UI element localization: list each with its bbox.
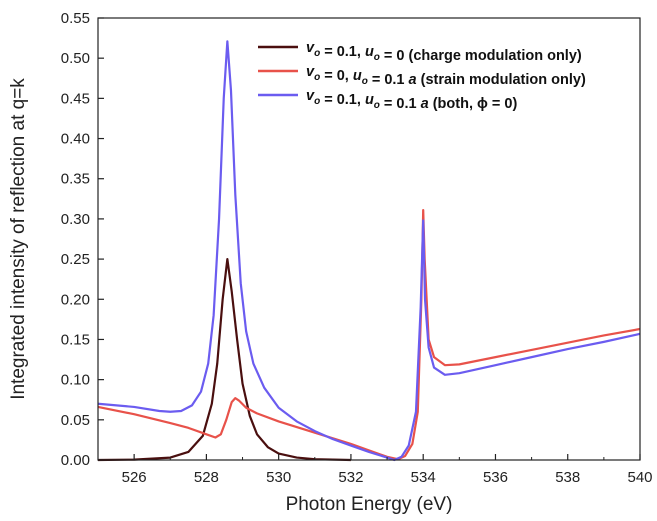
legend-part: u	[353, 68, 362, 84]
legend-part: o	[374, 52, 380, 63]
legend-part: = 0.1	[368, 72, 409, 88]
y-tick-label: 0.40	[61, 131, 90, 148]
legend-part: o	[362, 76, 368, 87]
legend: vo = 0.1, uo = 0 (charge modulation only…	[258, 40, 586, 112]
legend-part: v	[306, 88, 315, 104]
legend-part: o	[314, 72, 320, 83]
legend-part: (strain modulation only)	[417, 72, 586, 88]
legend-part: o	[374, 100, 380, 111]
legend-part: a	[421, 96, 429, 112]
y-tick-label: 0.15	[61, 331, 90, 348]
legend-part: u	[365, 44, 374, 60]
series-line-2	[97, 40, 641, 462]
y-tick-label: 0.45	[61, 90, 90, 107]
x-axis-title: Photon Energy (eV)	[286, 494, 453, 515]
legend-part: (both, ϕ = 0)	[429, 96, 518, 112]
legend-part: o	[314, 96, 320, 107]
legend-part: v	[306, 40, 315, 56]
legend-label-1: vo = 0, uo = 0.1 a (strain modulation on…	[306, 64, 586, 88]
y-tick-label: 0.50	[61, 50, 90, 67]
legend-part: v	[306, 64, 315, 80]
plot-lines	[97, 40, 641, 462]
axis-ticks: 526 528 530 532 534 536 538 540 0.00 0.05 0.10 0.15…	[61, 10, 653, 486]
plot-frame	[97, 17, 641, 461]
legend-part: = 0,	[320, 68, 353, 84]
x-tick-label: 526	[122, 469, 147, 486]
legend-part: u	[365, 92, 374, 108]
series-line-1	[97, 208, 641, 461]
legend-label-2: vo = 0.1, uo = 0.1 a (both, ϕ = 0)	[306, 88, 517, 112]
x-tick-label: 532	[338, 469, 363, 486]
x-tick-label: 530	[266, 469, 291, 486]
legend-part: = 0.1	[380, 96, 421, 112]
legend-part: = 0.1,	[320, 92, 365, 108]
y-tick-label: 0.20	[61, 291, 90, 308]
y-tick-label: 0.00	[61, 452, 90, 469]
x-tick-label: 534	[411, 469, 436, 486]
legend-part: = 0	[380, 48, 405, 64]
y-tick-label: 0.30	[61, 211, 90, 228]
x-tick-label: 538	[555, 469, 580, 486]
x-tick-label: 528	[194, 469, 219, 486]
y-tick-label: 0.35	[61, 171, 90, 188]
y-tick-label: 0.05	[61, 412, 90, 429]
y-tick-label: 0.25	[61, 251, 90, 268]
y-axis-title: Integrated intensity of reflection at q=…	[8, 78, 29, 400]
series-line-0	[97, 257, 351, 462]
y-tick-label: 0.10	[61, 372, 90, 389]
y-tick-label: 0.55	[61, 10, 90, 27]
legend-label-0: vo = 0.1, uo = 0 (charge modulation only…	[306, 40, 582, 64]
legend-part: o	[314, 48, 320, 59]
legend-part: (charge modulation only)	[405, 48, 582, 64]
x-tick-label: 540	[627, 469, 652, 486]
legend-part: a	[409, 72, 417, 88]
x-tick-label: 536	[483, 469, 508, 486]
legend-part: = 0.1,	[320, 44, 365, 60]
